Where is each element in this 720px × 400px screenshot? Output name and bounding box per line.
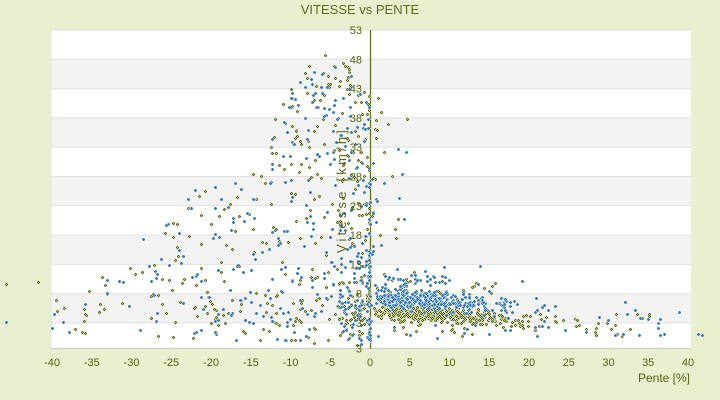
svg-text:5: 5 [407,357,413,369]
svg-text:35: 35 [642,357,654,369]
svg-text:-35: -35 [84,357,100,369]
svg-text:30: 30 [602,357,614,369]
svg-text:33: 33 [350,142,362,154]
svg-text:15: 15 [483,357,495,369]
svg-text:23: 23 [350,201,362,213]
svg-text:-5: -5 [325,357,335,369]
svg-text:-10: -10 [283,357,299,369]
svg-text:-25: -25 [163,357,179,369]
svg-text:-15: -15 [243,357,259,369]
svg-text:38: 38 [350,113,362,125]
svg-text:3: 3 [356,344,362,356]
svg-text:Pente [%]: Pente [%] [638,371,690,385]
svg-text:20: 20 [523,357,535,369]
svg-text:VITESSE vs PENTE: VITESSE vs PENTE [301,2,420,17]
svg-text:0: 0 [367,357,373,369]
svg-text:3: 3 [356,318,362,330]
svg-text:18: 18 [350,230,362,242]
svg-text:10: 10 [443,357,455,369]
svg-text:43: 43 [350,84,362,96]
svg-text:40: 40 [682,357,694,369]
svg-text:Vitesse [km/h]: Vitesse [km/h] [334,127,349,253]
svg-text:-30: -30 [124,357,140,369]
svg-text:8: 8 [356,289,362,301]
svg-text:-20: -20 [203,357,219,369]
svg-text:53: 53 [350,25,362,37]
svg-text:48: 48 [350,54,362,66]
svg-text:25: 25 [563,357,575,369]
svg-text:28: 28 [350,172,362,184]
svg-text:-40: -40 [44,357,60,369]
svg-text:13: 13 [350,259,362,271]
